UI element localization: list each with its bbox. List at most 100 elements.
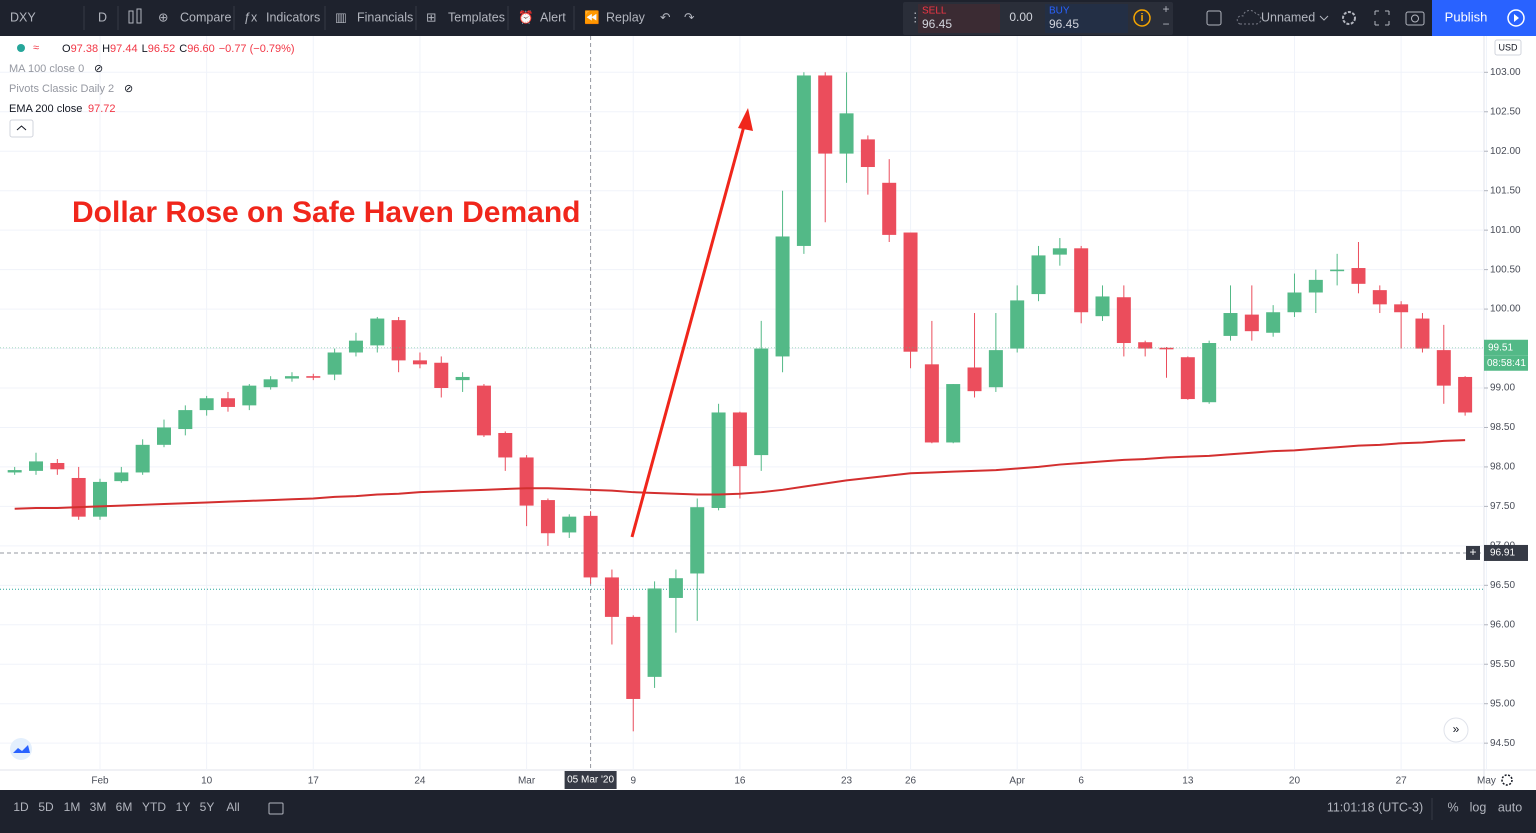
crosshair-date: 05 Mar '20 [567, 775, 614, 786]
range-button[interactable]: YTD [142, 800, 166, 814]
candle-body [498, 432, 513, 458]
hidden-eye[interactable]: ⊘ [124, 83, 133, 95]
range-button[interactable]: 3M [90, 800, 107, 814]
hidden-eye[interactable]: ⊘ [94, 63, 103, 75]
select-icon[interactable] [1206, 10, 1222, 26]
toolbar-icon[interactable]: ƒx [244, 10, 258, 24]
candle-body [1052, 248, 1067, 255]
snapshot-icon[interactable] [1405, 11, 1425, 26]
x-tick-label: May [1477, 776, 1496, 787]
candle-body [476, 385, 491, 436]
toolbar-icon[interactable]: ⊞ [426, 10, 436, 24]
candle-body [93, 481, 107, 517]
candle-body [967, 367, 982, 392]
toolbar-button[interactable]: Templates [448, 10, 505, 24]
candle-body [156, 427, 171, 445]
auto-toggle[interactable]: auto [1498, 800, 1522, 814]
ema-line [14, 439, 1466, 510]
date-range-icon[interactable] [268, 802, 284, 815]
candle-body [988, 350, 1003, 388]
countdown-box [1484, 355, 1528, 371]
x-tick-label: 24 [414, 776, 426, 787]
toolbar-button[interactable]: Indicators [266, 10, 320, 24]
x-tick-label: 9 [630, 776, 636, 787]
undo[interactable]: ↶ [660, 10, 671, 24]
y-tick-label: 97.50 [1490, 501, 1515, 512]
range-button[interactable]: 1D [13, 800, 29, 814]
candle-body [242, 385, 257, 406]
toolbar-button[interactable]: Replay [606, 10, 646, 24]
play-ring [1507, 9, 1525, 27]
range-button[interactable]: All [226, 800, 239, 814]
x-tick-label: 17 [308, 776, 320, 787]
candle-body [1116, 297, 1131, 344]
redo[interactable]: ↷ [684, 10, 695, 24]
collapse-button[interactable] [9, 119, 34, 138]
y-tick-label: 96.00 [1490, 619, 1515, 630]
log-toggle[interactable]: log [1470, 800, 1487, 814]
candle-body [732, 412, 747, 467]
collapse-chevron [16, 125, 27, 131]
buy-button[interactable] [1045, 4, 1128, 33]
candle-body [1351, 268, 1366, 284]
toolbar-icon[interactable]: ▥ [335, 10, 347, 24]
bottom-toolbar [0, 790, 1536, 828]
candle-body [1415, 318, 1430, 349]
candle-body [1159, 347, 1174, 350]
candle-body [775, 236, 790, 357]
candle-type-icon[interactable] [128, 8, 142, 24]
publish-button[interactable] [1432, 0, 1500, 36]
currency-box[interactable] [1494, 39, 1522, 56]
candle-body [412, 360, 427, 365]
plus[interactable]: + [1162, 2, 1169, 16]
symbol-menu[interactable]: ≈ [33, 42, 39, 54]
y-tick-label: 95.50 [1490, 659, 1515, 670]
range-button[interactable]: 6M [116, 800, 133, 814]
candle-body [434, 362, 449, 389]
toolbar-icon[interactable]: ⊕ [158, 10, 168, 24]
fullscreen-icon[interactable] [1374, 10, 1390, 26]
candle-body [114, 472, 129, 482]
candle-body [1202, 343, 1217, 403]
candle-body [370, 318, 385, 346]
sell-button[interactable] [918, 4, 1000, 33]
range-button[interactable]: 5D [38, 800, 54, 814]
logo[interactable] [10, 738, 32, 760]
ohlc-value: 96.52 [148, 43, 176, 55]
candle-body [391, 320, 406, 361]
toolbar-icon[interactable]: ⏰ [518, 9, 534, 24]
toolbar-button[interactable]: Financials [357, 10, 413, 24]
y-tick-label: 95.00 [1490, 698, 1515, 709]
candle-body [1308, 279, 1323, 293]
candle-body [540, 500, 555, 534]
percent-toggle[interactable]: % [1447, 800, 1458, 814]
scroll-right[interactable] [1443, 717, 1469, 743]
candle-body [519, 457, 534, 506]
range-button[interactable]: 1Y [176, 800, 191, 814]
symbol[interactable]: DXY [10, 10, 36, 24]
candle-body [50, 462, 65, 470]
info-icon[interactable] [1133, 9, 1151, 27]
candle-body [818, 75, 833, 154]
layout-name[interactable]: Unnamed [1261, 10, 1315, 24]
interval[interactable]: D [98, 10, 107, 24]
plus-box[interactable] [1466, 545, 1480, 560]
candle-body [1372, 290, 1387, 305]
ohlc-legend: O 97.38 H 97.44 L 96.52 C 96.60 −0.77 (−0.79%) [62, 43, 295, 55]
chevron[interactable] [1319, 15, 1329, 21]
toolbar-button[interactable]: Alert [540, 10, 566, 24]
toolbar-button[interactable]: Compare [180, 10, 231, 24]
range-button[interactable]: 5Y [200, 800, 215, 814]
settings-icon[interactable] [1342, 11, 1356, 25]
candle-body [1074, 248, 1089, 313]
candle-body [1330, 269, 1345, 272]
candle-body [626, 616, 641, 699]
candle-body [583, 515, 598, 578]
toolbar-icon[interactable]: ⏪ [584, 9, 600, 24]
x-tick-label: 13 [1182, 776, 1194, 787]
range-button[interactable]: 1M [64, 800, 81, 814]
axis-settings[interactable] [1501, 774, 1513, 786]
last-price-box [1484, 339, 1528, 356]
minus[interactable]: − [1162, 17, 1169, 31]
